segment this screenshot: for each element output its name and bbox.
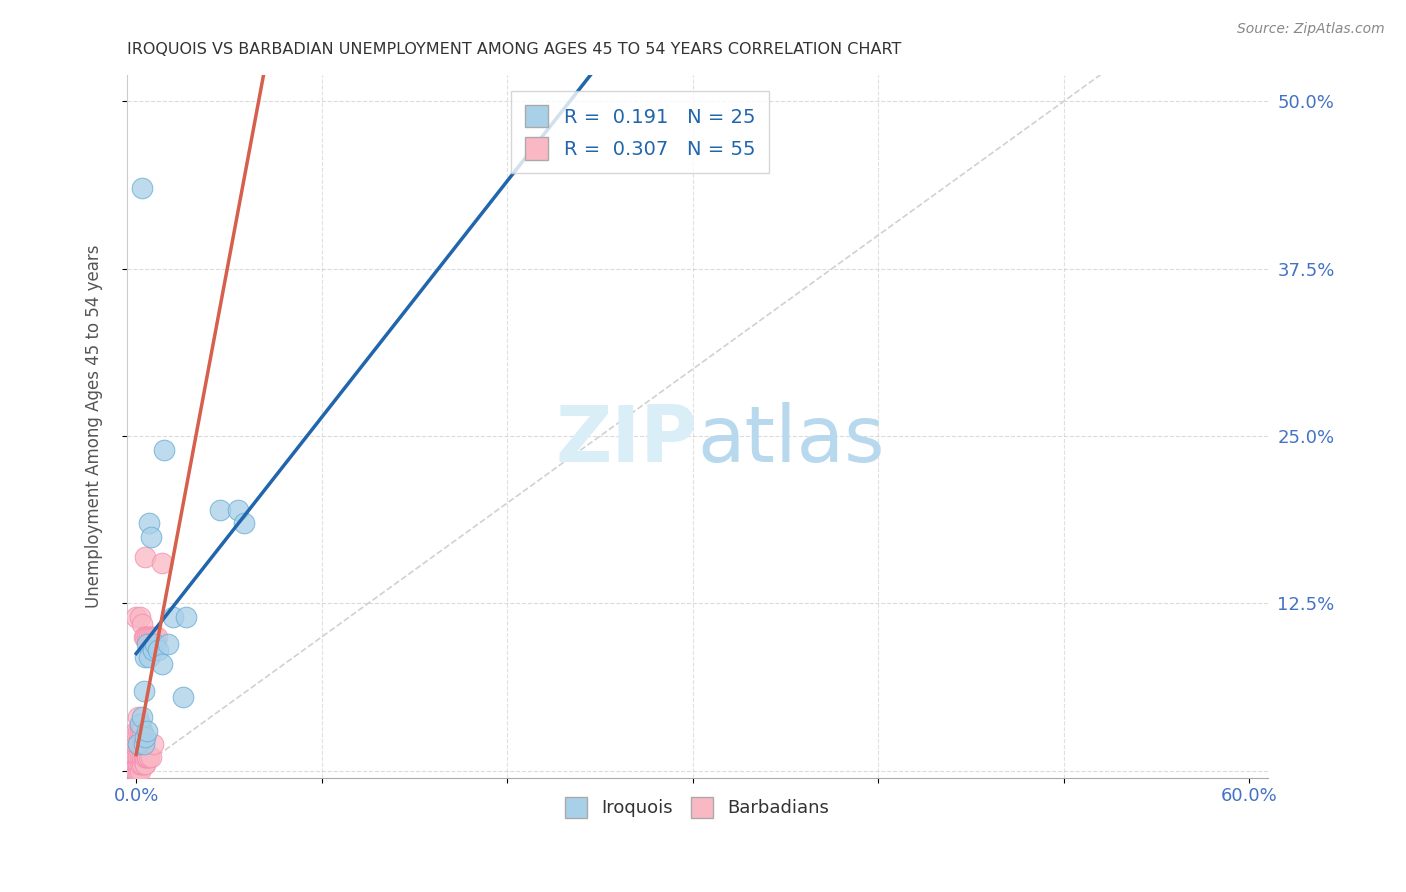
Text: atlas: atlas xyxy=(697,402,884,478)
Point xyxy=(150,657,173,671)
Point xyxy=(125,723,148,738)
Point xyxy=(125,764,148,778)
Point xyxy=(143,637,166,651)
Point xyxy=(136,750,159,764)
Point xyxy=(136,723,159,738)
Point xyxy=(125,757,148,772)
Point xyxy=(132,737,155,751)
Point xyxy=(131,750,153,764)
Point xyxy=(134,650,156,665)
Point xyxy=(127,737,149,751)
Point xyxy=(127,723,149,738)
Point xyxy=(150,557,173,571)
Text: ZIP: ZIP xyxy=(555,402,697,478)
Point xyxy=(132,750,155,764)
Point xyxy=(139,750,162,764)
Point xyxy=(138,650,160,665)
Point xyxy=(139,630,162,644)
Point xyxy=(125,750,148,764)
Point xyxy=(125,764,148,778)
Point xyxy=(132,630,155,644)
Point xyxy=(128,764,150,778)
Point xyxy=(172,690,194,705)
Point xyxy=(131,181,153,195)
Point xyxy=(136,630,159,644)
Point xyxy=(127,737,149,751)
Point xyxy=(131,723,153,738)
Point xyxy=(132,683,155,698)
Point xyxy=(131,750,153,764)
Point xyxy=(134,549,156,564)
Point xyxy=(131,616,153,631)
Point xyxy=(125,737,148,751)
Point xyxy=(136,637,159,651)
Point xyxy=(127,764,149,778)
Point xyxy=(128,723,150,738)
Point xyxy=(142,630,165,644)
Point xyxy=(131,757,153,772)
Point xyxy=(128,717,150,731)
Point xyxy=(127,737,149,751)
Point xyxy=(134,731,156,745)
Point xyxy=(127,750,149,764)
Point xyxy=(145,630,167,644)
Point xyxy=(127,757,149,772)
Point xyxy=(208,502,231,516)
Point xyxy=(125,764,148,778)
Point xyxy=(232,516,254,530)
Point xyxy=(128,750,150,764)
Point xyxy=(125,610,148,624)
Y-axis label: Unemployment Among Ages 45 to 54 years: Unemployment Among Ages 45 to 54 years xyxy=(86,244,103,607)
Point xyxy=(153,442,176,457)
Text: IROQUOIS VS BARBADIAN UNEMPLOYMENT AMONG AGES 45 TO 54 YEARS CORRELATION CHART: IROQUOIS VS BARBADIAN UNEMPLOYMENT AMONG… xyxy=(127,42,901,57)
Point xyxy=(127,710,149,724)
Point xyxy=(134,630,156,644)
Point xyxy=(127,757,149,772)
Point xyxy=(128,610,150,624)
Point xyxy=(134,757,156,772)
Point xyxy=(128,723,150,738)
Point xyxy=(143,630,166,644)
Point xyxy=(138,750,160,764)
Point xyxy=(131,710,153,724)
Point xyxy=(226,502,249,516)
Point xyxy=(148,643,170,657)
Point xyxy=(136,750,159,764)
Point xyxy=(128,757,150,772)
Point xyxy=(128,737,150,751)
Point xyxy=(156,637,179,651)
Legend: Iroquois, Barbadians: Iroquois, Barbadians xyxy=(558,789,837,825)
Text: Source: ZipAtlas.com: Source: ZipAtlas.com xyxy=(1237,22,1385,37)
Point xyxy=(134,757,156,772)
Point xyxy=(142,737,165,751)
Point xyxy=(174,610,197,624)
Point xyxy=(138,516,160,530)
Point xyxy=(136,630,159,644)
Point xyxy=(142,643,165,657)
Point xyxy=(138,630,160,644)
Point xyxy=(131,757,153,772)
Point xyxy=(134,750,156,764)
Point xyxy=(125,750,148,764)
Point xyxy=(125,757,148,772)
Point xyxy=(162,610,184,624)
Point xyxy=(131,723,153,738)
Point xyxy=(127,750,149,764)
Point xyxy=(131,737,153,751)
Point xyxy=(139,530,162,544)
Point xyxy=(132,750,155,764)
